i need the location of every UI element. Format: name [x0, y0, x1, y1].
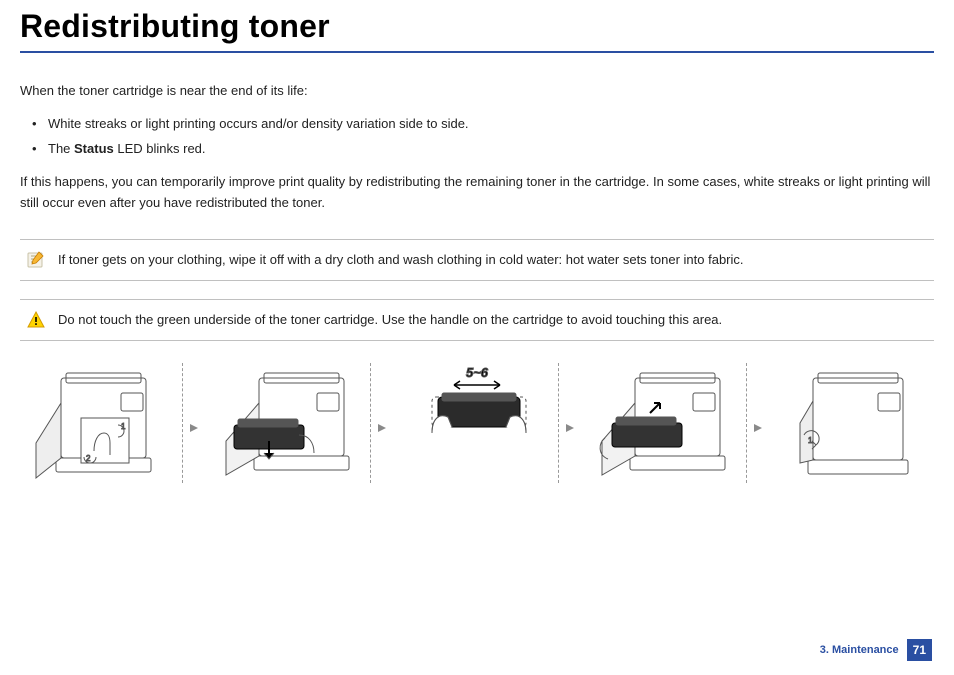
- advice-text: If this happens, you can temporarily imp…: [20, 172, 934, 214]
- step-remove-cartridge: [214, 363, 364, 493]
- svg-text:1: 1: [808, 436, 813, 445]
- step-arrow: [180, 421, 210, 435]
- note-text: If toner gets on your clothing, wipe it …: [58, 250, 744, 270]
- footer-page-number: 71: [907, 639, 932, 661]
- step-open-cover: 1 2: [26, 363, 176, 493]
- intro-text: When the toner cartridge is near the end…: [20, 81, 934, 102]
- step-shake-cartridge: 5~6: [402, 363, 552, 493]
- step-arrow: [556, 421, 586, 435]
- step-arrow: [744, 421, 774, 435]
- warning-icon: [26, 310, 46, 330]
- page-footer: 3. Maintenance 71: [820, 639, 932, 661]
- step-close-cover: 1: [778, 363, 928, 493]
- symptom-text: White streaks or light printing occurs a…: [48, 116, 469, 131]
- shake-count-label: 5~6: [466, 365, 489, 380]
- page-title: Redistributing toner: [20, 8, 934, 45]
- list-item: White streaks or light printing occurs a…: [48, 116, 934, 131]
- symptom-prefix: The: [48, 141, 74, 156]
- note-icon: [26, 250, 46, 270]
- title-rule: [20, 51, 934, 53]
- footer-section: 3. Maintenance: [820, 644, 899, 656]
- symptom-suffix: LED blinks red.: [114, 141, 206, 156]
- note-callout: If toner gets on your clothing, wipe it …: [20, 239, 934, 281]
- step-insert-cartridge: [590, 363, 740, 493]
- symptom-list: White streaks or light printing occurs a…: [20, 116, 934, 156]
- steps-row: 1 2: [20, 363, 934, 493]
- warning-text: Do not touch the green underside of the …: [58, 310, 722, 330]
- symptom-bold: Status: [74, 141, 114, 156]
- step-arrow: [368, 421, 398, 435]
- list-item: The Status LED blinks red.: [48, 141, 934, 156]
- warning-callout: Do not touch the green underside of the …: [20, 299, 934, 341]
